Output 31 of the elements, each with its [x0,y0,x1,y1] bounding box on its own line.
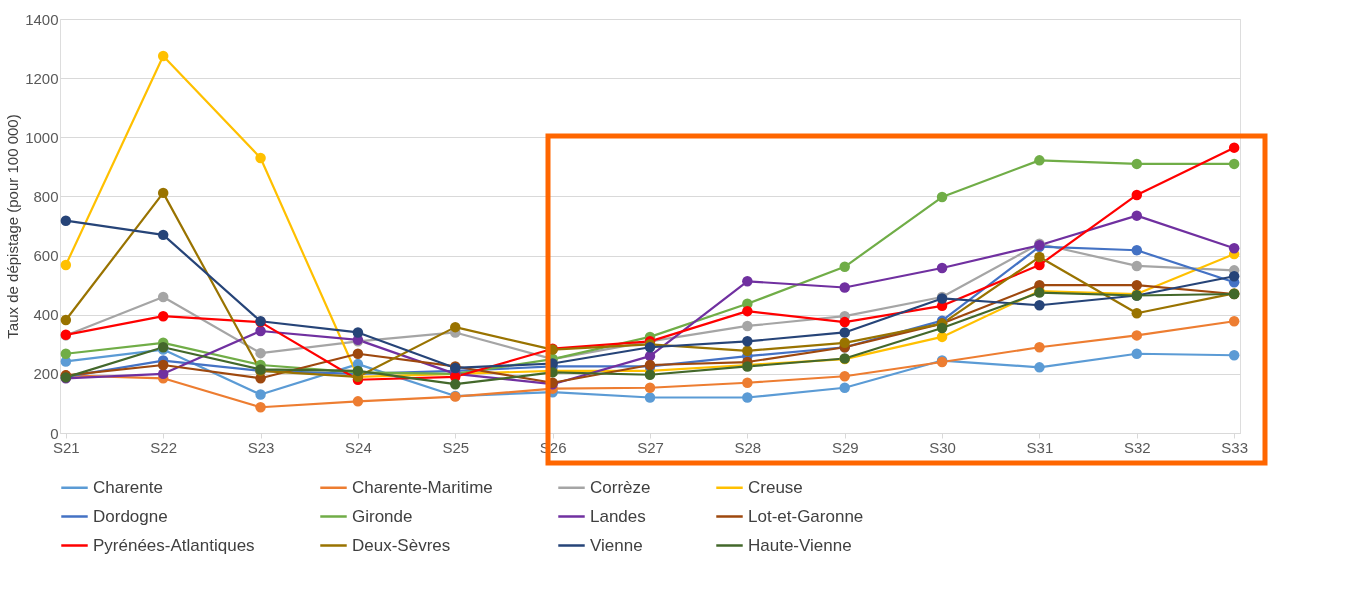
x-tick-label: S31 [1026,438,1054,456]
x-tick-label: S32 [1123,438,1151,456]
x-tick-label: S30 [929,438,956,456]
y-tick-label: 1000 [25,128,59,146]
x-tick-label: S33 [1221,438,1249,456]
legend-label: Dordogne [93,506,168,526]
y-tick-label: 600 [33,247,59,265]
legend-label: Haute-Vienne [748,535,852,555]
legend-label: Gironde [352,506,413,526]
x-tick-label: S23 [247,438,275,456]
x-tick-label: S25 [442,438,470,456]
x-tick-label: S29 [831,438,859,456]
legend-label: Landes [590,506,646,526]
y-axis-title: Taux de dépistage (pour 100 000) [4,114,22,339]
y-tick-label: 400 [33,306,59,324]
legend-label: Pyrénées-Atlantiques [93,535,255,555]
legend-label: Charente-Maritime [352,477,493,497]
y-tick-label: 1400 [25,10,59,28]
x-tick-label: S27 [637,438,664,456]
legend-label: Charente [93,477,163,497]
legend-label: Corrèze [590,477,651,497]
y-tick-label: 200 [33,365,59,383]
legend-label: Deux-Sèvres [352,535,451,555]
y-tick-label: 800 [33,187,59,205]
y-tick-label: 1200 [25,69,59,87]
x-tick-label: S28 [734,438,762,456]
x-tick-label: S24 [345,438,372,456]
x-tick-label: S22 [150,438,178,456]
legend-label: Lot-et-Garonne [748,506,864,526]
legend-label: Creuse [748,477,803,497]
legend-label: Vienne [590,535,643,555]
